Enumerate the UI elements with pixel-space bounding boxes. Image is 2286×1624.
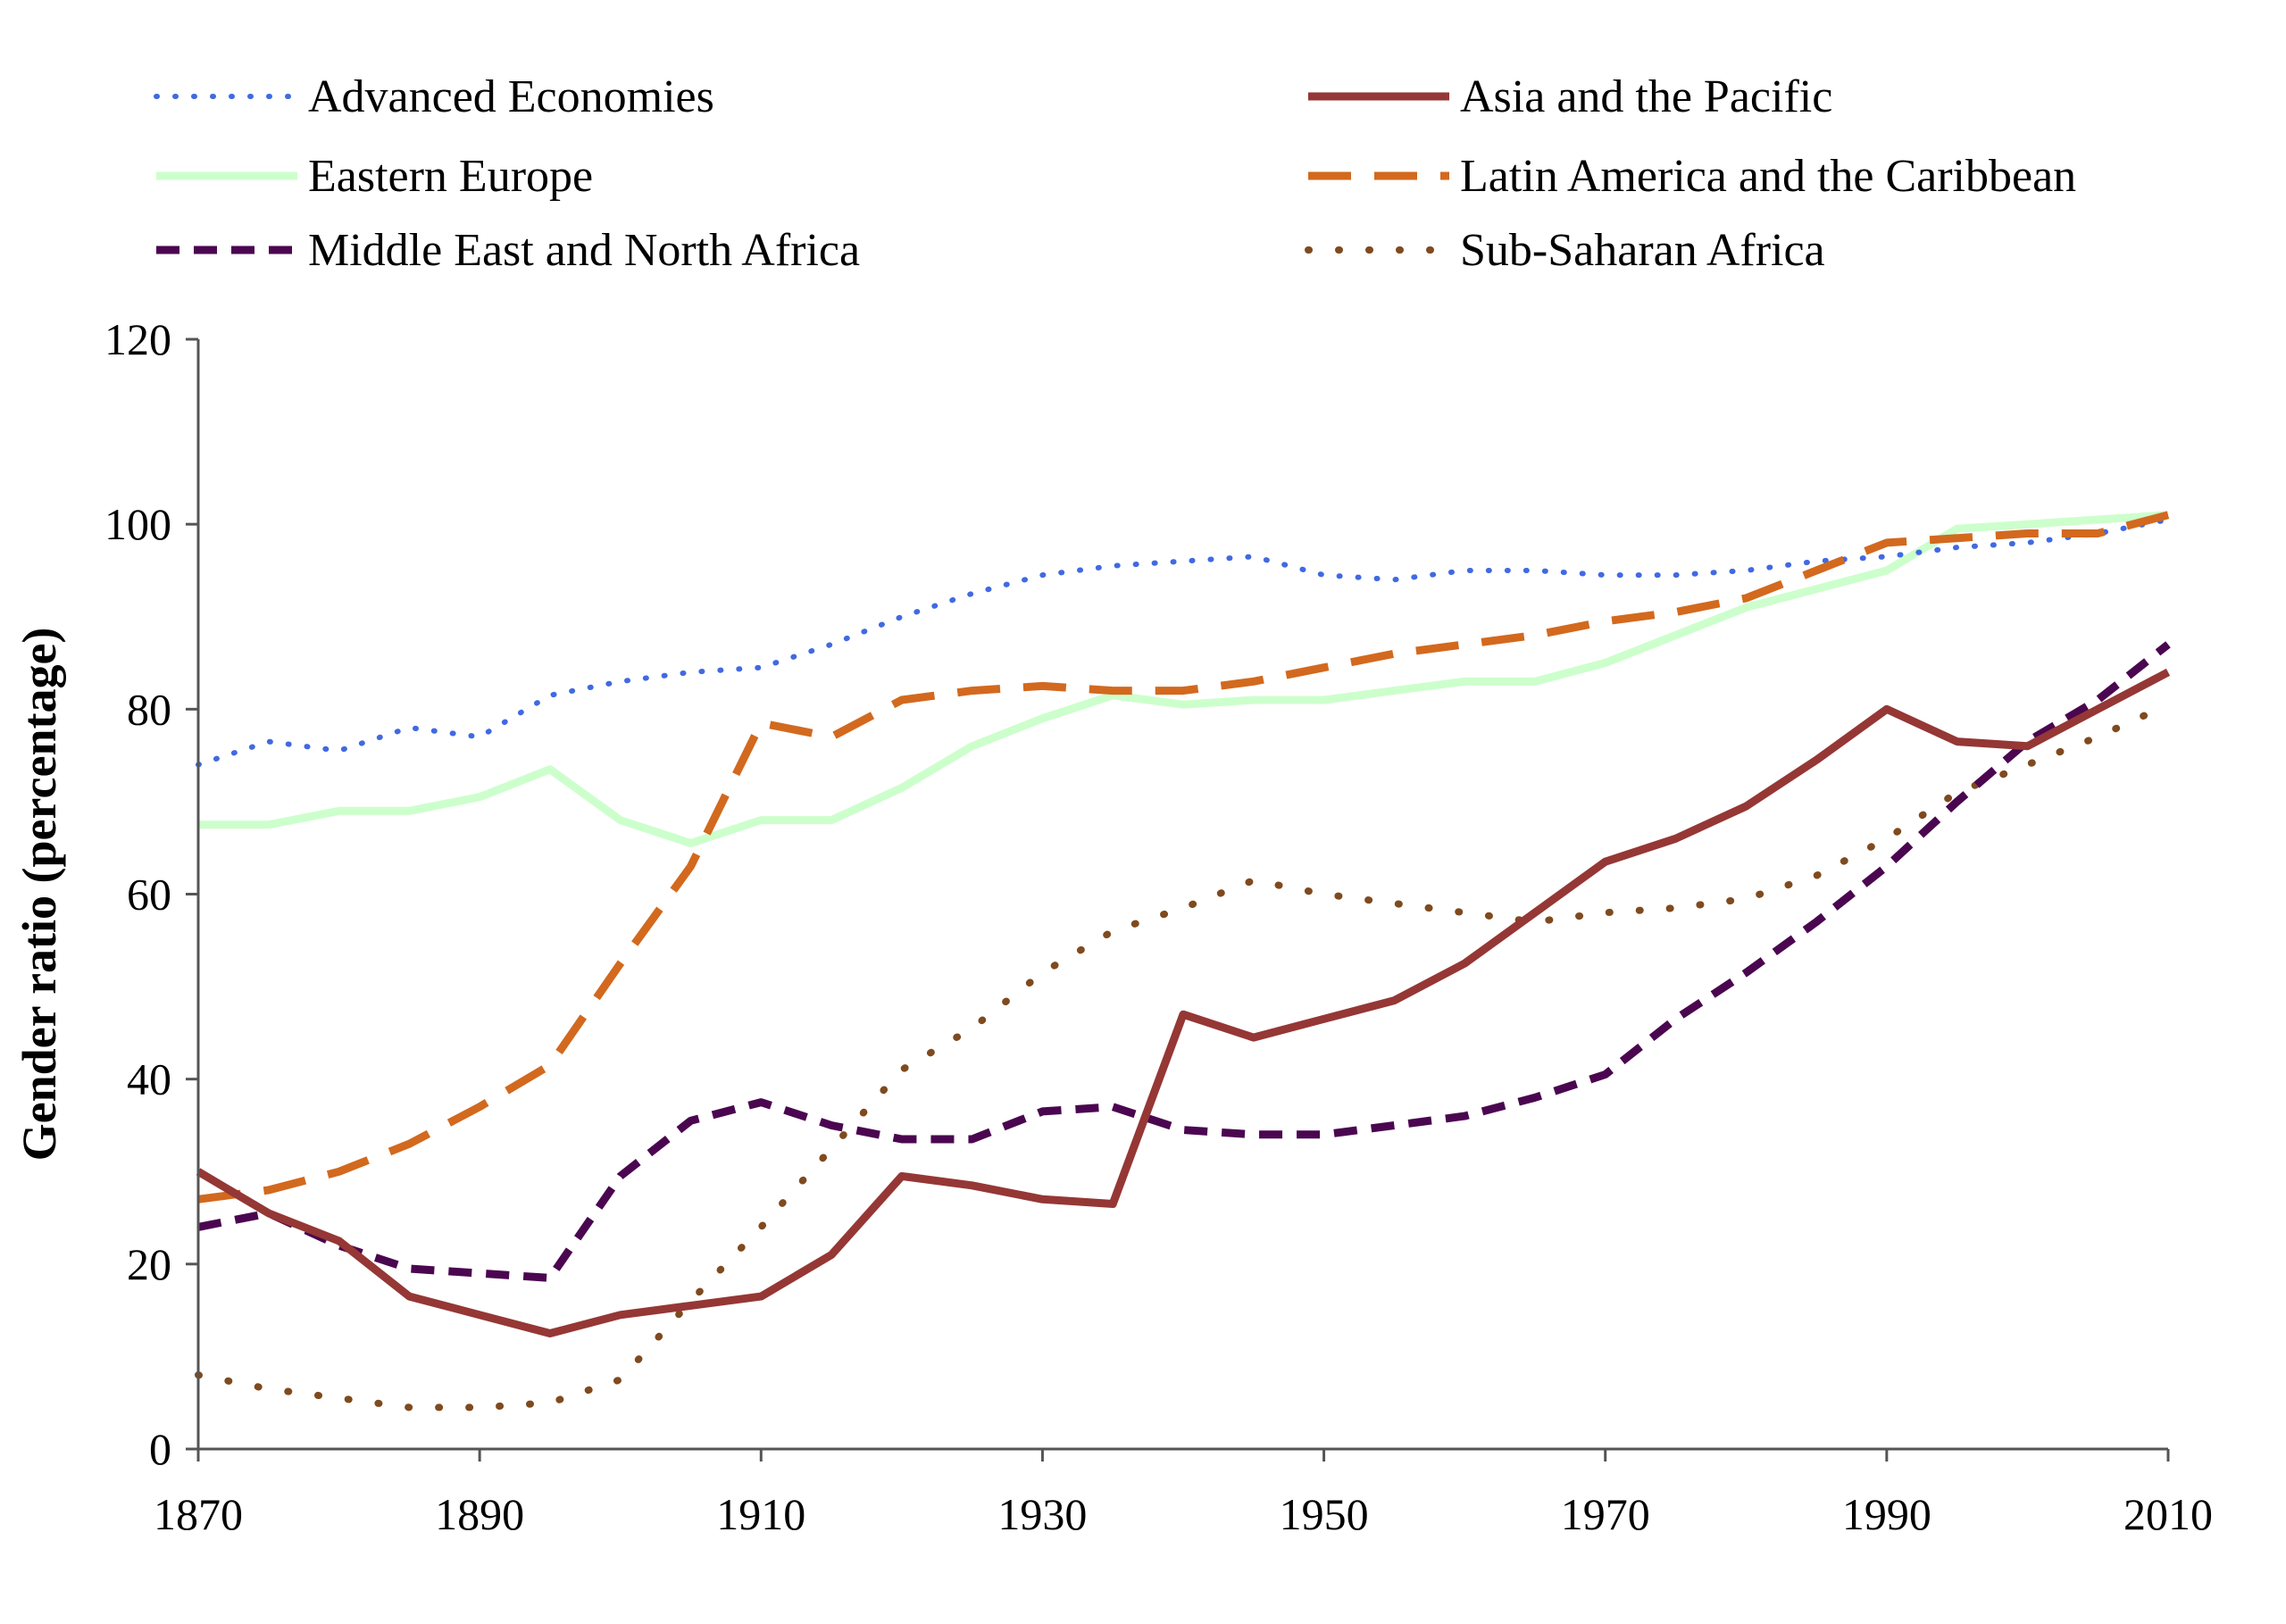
y-tick-label: 80 <box>127 684 171 734</box>
x-tick-label: 1970 <box>1561 1489 1650 1539</box>
y-tick-label: 100 <box>104 499 171 549</box>
legend-item: Eastern Europe <box>156 151 593 202</box>
y-tick-label: 120 <box>104 314 171 364</box>
legend: Advanced Economies Asia and the Pacific Ea… <box>154 71 2076 276</box>
y-axis-title: Gender ratio (percentage) <box>13 628 66 1162</box>
series-line-sub-saharan-africa <box>195 701 2172 1412</box>
y-tick-label: 20 <box>127 1239 171 1289</box>
x-tick-label: 1930 <box>997 1489 1087 1539</box>
plot-area: 0 20 40 60 80 100 120 1870 1890 1910 1930 1950 1970… <box>104 314 2213 1539</box>
x-axis: 1870 1890 1910 1930 1950 1970 1990 2010 <box>154 1449 2213 1539</box>
series-line-asia-and-the-pacific <box>196 668 2171 1337</box>
legend-item: Middle East and North Africa <box>156 225 860 276</box>
legend-item: Latin America and the Caribbean <box>1308 151 2076 202</box>
legend-label: Asia and the Pacific <box>1460 71 1832 122</box>
series-line-latin-america-and-the-caribbean <box>197 511 2170 1203</box>
legend-item: Sub-Saharan Africa <box>1305 225 1825 276</box>
legend-label: Middle East and North Africa <box>308 225 860 276</box>
x-tick-label: 1910 <box>716 1489 805 1539</box>
legend-label: Eastern Europe <box>308 151 593 202</box>
y-tick-label: 0 <box>149 1424 171 1474</box>
legend-label: Latin America and the Caribbean <box>1460 151 2076 202</box>
y-axis: 0 20 40 60 80 100 120 <box>104 314 198 1474</box>
series-line-middle-east-and-north-africa <box>197 641 2171 1282</box>
y-tick-label: 40 <box>127 1054 171 1104</box>
legend-label: Advanced Economies <box>308 71 714 122</box>
legend-item: Advanced Economies <box>154 71 714 122</box>
y-tick-label: 60 <box>127 870 171 920</box>
series-layer <box>195 511 2172 1412</box>
x-tick-label: 2010 <box>2123 1489 2213 1539</box>
legend-label: Sub-Saharan Africa <box>1460 225 1825 276</box>
x-tick-label: 1990 <box>1842 1489 1931 1539</box>
x-tick-label: 1890 <box>435 1489 524 1539</box>
x-tick-label: 1870 <box>154 1489 243 1539</box>
x-tick-label: 1950 <box>1280 1489 1369 1539</box>
series-line-advanced-economies <box>196 517 2171 768</box>
legend-item: Asia and the Pacific <box>1308 71 1832 122</box>
series-line-eastern-europe <box>198 511 2169 847</box>
